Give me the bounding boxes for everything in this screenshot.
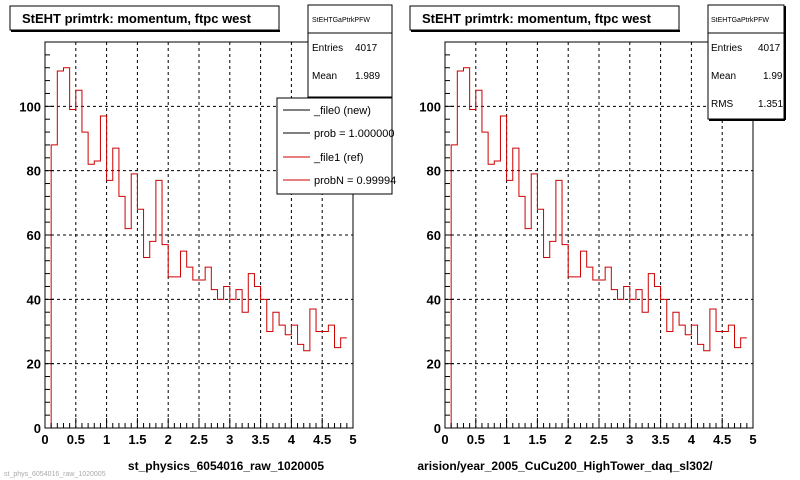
- x-tick-label: 4.5: [313, 432, 331, 447]
- y-tick-label: 80: [27, 164, 41, 179]
- y-tick-label: 40: [27, 292, 41, 307]
- stats-mean-label: Mean: [711, 71, 736, 82]
- histogram: [445, 67, 747, 429]
- y-tick-label: 40: [427, 292, 441, 307]
- x-axis-ticks: 0 0.5 1 1.5 2 2.5 3 3.5 4 4.5 5: [441, 418, 757, 447]
- x-tick-label: 2: [565, 432, 572, 447]
- legend-box: [276, 97, 393, 195]
- stats-name: StEHTGaPtrkPFW: [711, 17, 769, 24]
- title-box: [9, 5, 280, 31]
- stats-name: StEHTGaPtrkPFW: [312, 17, 370, 24]
- legend-new-label: _file0 (new): [313, 105, 371, 117]
- x-tick-label: 1: [103, 432, 110, 447]
- x-tick-label: 5: [749, 432, 756, 447]
- stats-mean-value: 1.989: [355, 71, 380, 82]
- panel-left: 0 0.5 1 1.5 2 2.5 3 3.5 4 4.5 5 0 20 40 60 80 100 st_ph…: [9, 4, 396, 473]
- y-axis-ticks: 0 20 40 60 80 100: [19, 54, 54, 436]
- legend-prob-label: prob = 1.000000: [314, 128, 394, 140]
- stats-mean-label: Mean: [312, 71, 337, 82]
- x-tick-label: 4.5: [713, 432, 731, 447]
- y-axis-ticks: 0 20 40 60 80 100: [419, 54, 454, 436]
- y-tick-label: 80: [427, 164, 441, 179]
- x-tick-label: 3: [226, 432, 233, 447]
- stats-mean-value: 1.99: [763, 71, 783, 82]
- x-tick-label: 1.5: [128, 432, 146, 447]
- x-tick-label: 1: [503, 432, 510, 447]
- y-tick-label: 20: [27, 357, 41, 372]
- footer-text: st_phys_6054016_raw_1020005: [4, 471, 106, 478]
- y-tick-label: 60: [27, 228, 41, 243]
- stats-entries-label: Entries: [711, 43, 742, 54]
- x-axis-label: st_physics_6054016_raw_1020005: [128, 459, 324, 473]
- grid: [45, 42, 353, 428]
- x-axis-label: arision/year_2005_CuCu200_HighTower_daq_…: [417, 459, 713, 473]
- histogram: [45, 67, 347, 429]
- x-tick-label: 0.5: [67, 432, 85, 447]
- legend-probn-label: probN = 0.99994: [314, 175, 396, 187]
- x-tick-label: 0: [41, 432, 48, 447]
- y-tick-label: 0: [34, 421, 41, 436]
- y-tick-label: 20: [427, 357, 441, 372]
- y-tick-label: 0: [434, 421, 441, 436]
- stats-box: [307, 4, 393, 98]
- x-tick-label: 3.5: [652, 432, 670, 447]
- chart-title: StEHT primtrk: momentum, ftpc west: [22, 11, 252, 26]
- x-tick-label: 2: [165, 432, 172, 447]
- x-tick-label: 4: [688, 432, 696, 447]
- x-tick-label: 5: [349, 432, 356, 447]
- x-tick-label: 2.5: [190, 432, 208, 447]
- title-box: [409, 5, 680, 31]
- stats-entries-value: 4017: [758, 43, 781, 54]
- panel-right: 0 0.5 1 1.5 2 2.5 3 3.5 4 4.5 5 0 20 40 60 80 100 arisi…: [409, 4, 786, 473]
- x-tick-label: 3: [626, 432, 633, 447]
- histogram-series: [45, 67, 347, 429]
- x-tick-label: 3.5: [252, 432, 270, 447]
- y-tick-label: 100: [19, 99, 41, 114]
- x-tick-label: 2.5: [590, 432, 608, 447]
- stats-entries-value: 4017: [355, 43, 378, 54]
- stats-rms-value: 1.351: [758, 99, 783, 110]
- legend-ref-label: _file1 (ref): [313, 152, 364, 164]
- y-tick-label: 100: [419, 99, 441, 114]
- stats-rms-label: RMS: [711, 99, 734, 110]
- stats-box: [707, 4, 785, 120]
- x-tick-label: 4: [288, 432, 296, 447]
- grid: [445, 42, 753, 428]
- x-tick-label: 0: [441, 432, 448, 447]
- x-tick-label: 1.5: [528, 432, 546, 447]
- histogram-series: [445, 67, 747, 429]
- y-tick-label: 60: [427, 228, 441, 243]
- x-tick-label: 0.5: [467, 432, 485, 447]
- stats-entries-label: Entries: [312, 43, 343, 54]
- chart-title: StEHT primtrk: momentum, ftpc west: [422, 11, 652, 26]
- x-axis-ticks: 0 0.5 1 1.5 2 2.5 3 3.5 4 4.5 5: [41, 418, 357, 447]
